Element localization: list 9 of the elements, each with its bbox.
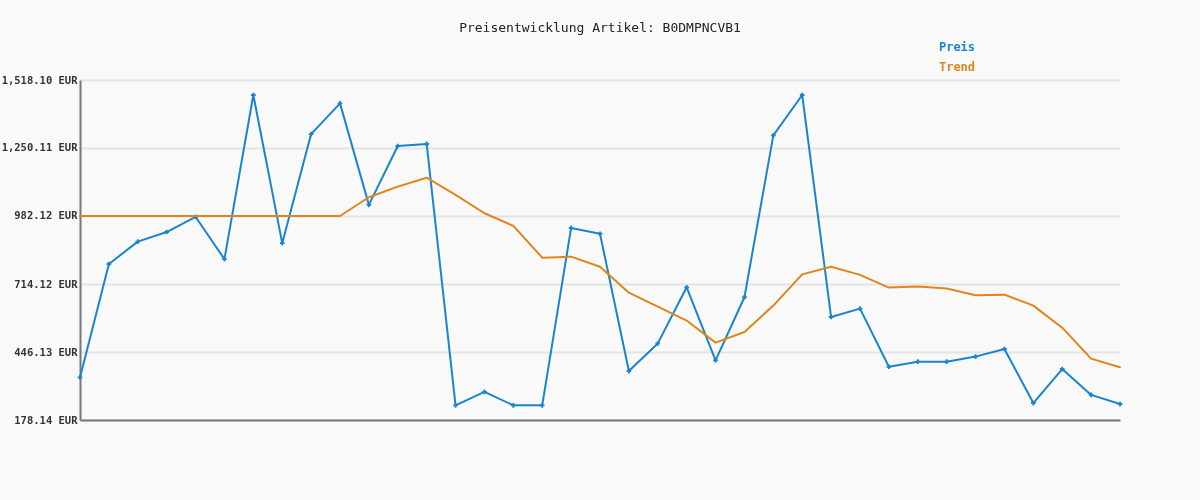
y-tick-label: 1,250.11 EUR xyxy=(1,141,79,154)
text: Preis xyxy=(938,40,976,54)
y-tick-label: 446.13 EUR xyxy=(14,345,79,358)
chart-title: Preisentwicklung Artikel: B0DMPNCVB1 xyxy=(459,20,741,35)
text: Trend xyxy=(938,60,976,74)
y-tick-label: 714.12 EUR xyxy=(14,277,79,290)
y-tick-label: 178.14 EUR xyxy=(14,413,79,426)
y-tick-label: 1,518.10 EUR xyxy=(1,73,79,86)
y-tick-label: 982.12 EUR xyxy=(14,209,79,222)
